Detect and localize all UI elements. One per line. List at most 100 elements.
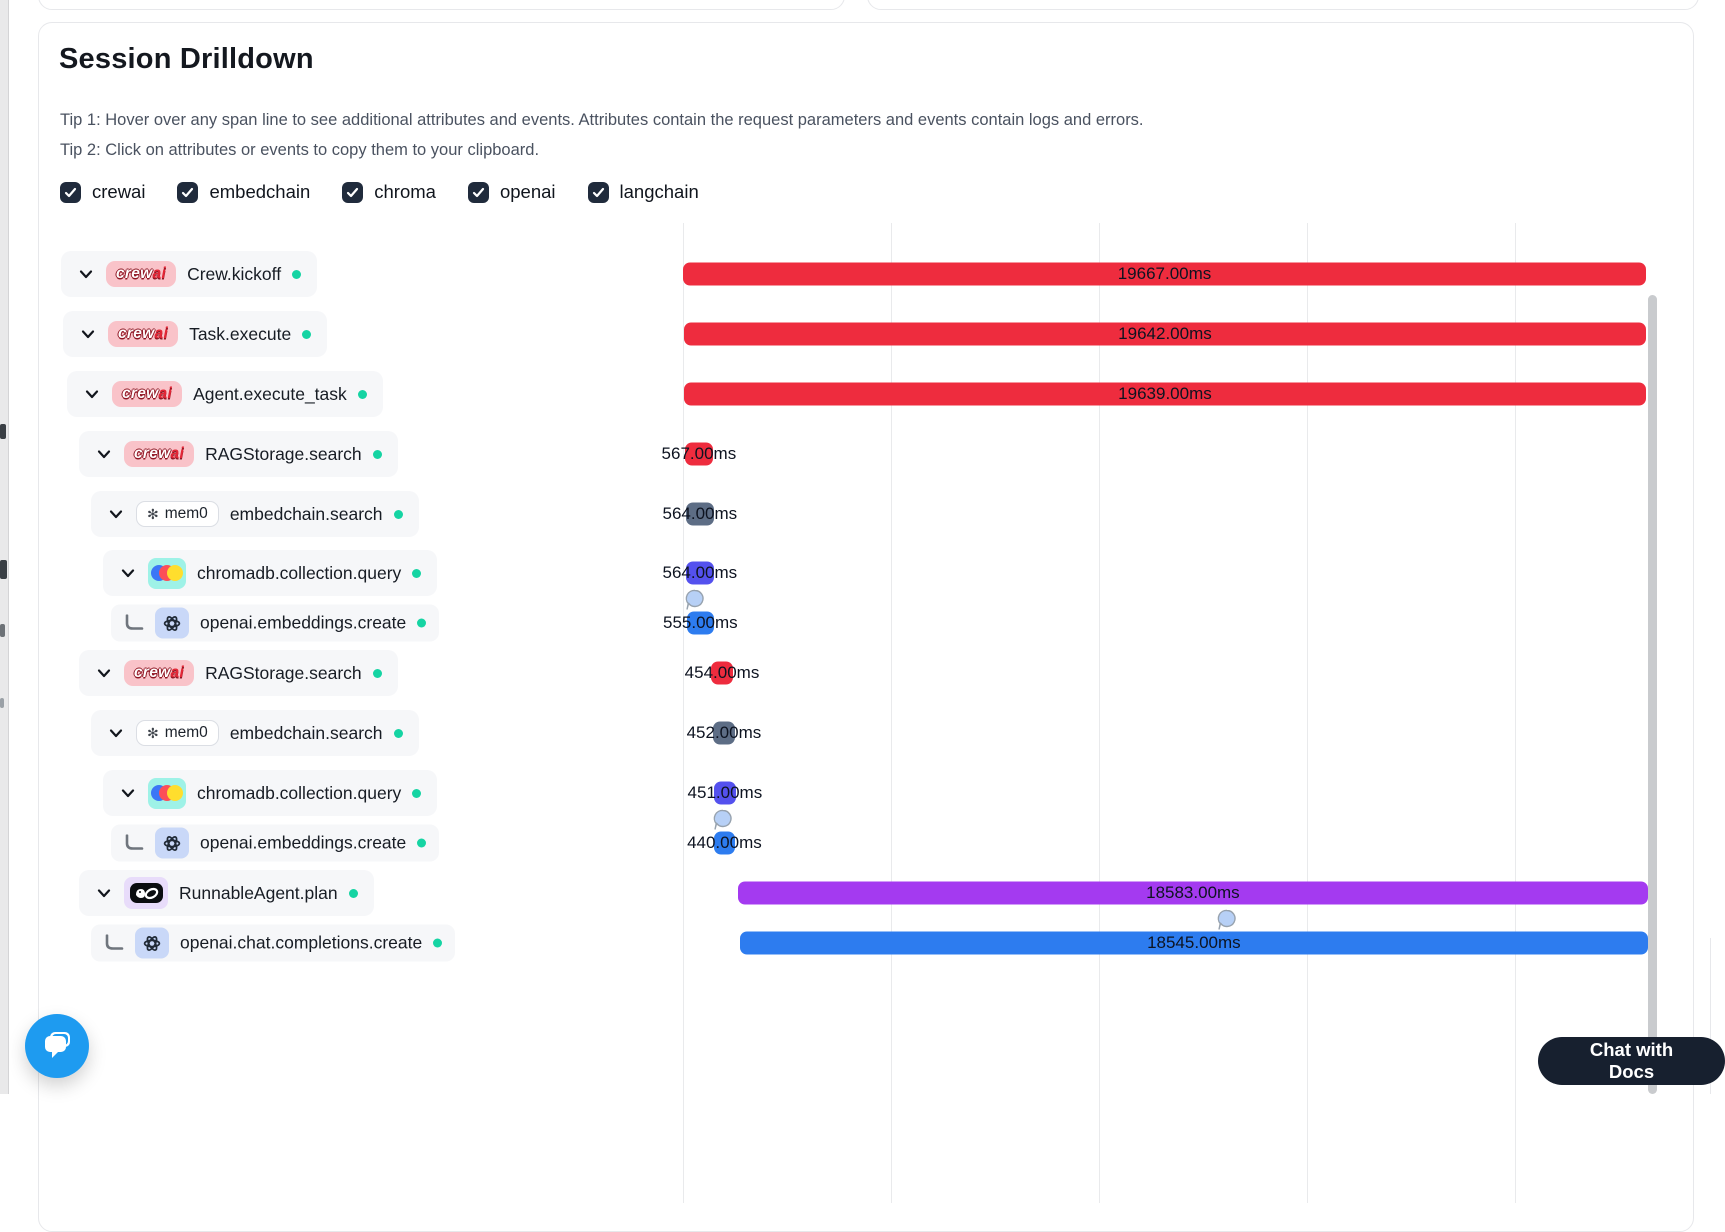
span-row: crew ai RAGStorage.search 567.00ms: [39, 424, 1693, 484]
filter-label: openai: [499, 181, 556, 202]
span-duration-bar[interactable]: [683, 322, 1646, 346]
span-lane: 19667.00ms: [683, 244, 1646, 304]
tip-2-text: Tip 2: Click on attributes or events to …: [60, 141, 540, 159]
checkbox-icon[interactable]: [60, 181, 81, 203]
span-chip[interactable]: ✻ mem0 embedchain.search: [91, 710, 419, 756]
status-dot: [393, 728, 403, 738]
span-duration-bar[interactable]: [737, 881, 1648, 905]
openai-logo-badge: [155, 827, 189, 859]
chevron-down-icon[interactable]: [119, 784, 137, 802]
span-duration-bar[interactable]: [686, 611, 714, 635]
span-lane: 18583.00ms: [683, 864, 1648, 922]
span-duration-bar[interactable]: [713, 781, 736, 805]
crewai-logo-badge: crew ai: [106, 261, 177, 287]
openai-logo-badge: [155, 607, 189, 639]
span-duration-bar[interactable]: [685, 561, 714, 585]
vendor-filter-bar: crewai embedchain chroma openai langchain: [60, 181, 699, 203]
chevron-down-icon[interactable]: [95, 664, 113, 682]
span-chip[interactable]: crew ai Task.execute: [63, 311, 328, 357]
span-chip[interactable]: chromadb.collection.query: [103, 770, 438, 816]
elbow-connector-icon: [104, 934, 124, 952]
span-row: crew ai RAGStorage.search 454.00ms: [39, 644, 1693, 702]
span-chip[interactable]: openai.chat.completions.create: [91, 924, 456, 962]
span-lane: 452.00ms: [683, 702, 1646, 764]
elbow-connector-icon: [124, 614, 144, 632]
crewai-logo-badge: crew ai: [108, 321, 179, 347]
span-duration-bar[interactable]: [712, 721, 735, 745]
span-duration-bar[interactable]: [683, 262, 1646, 286]
span-row: openai.chat.completions.create 18545.00m…: [39, 909, 1693, 964]
chevron-down-icon[interactable]: [119, 564, 137, 582]
status-dot: [433, 938, 443, 948]
chat-widget-button[interactable]: [25, 1014, 89, 1078]
filter-chroma[interactable]: chroma: [342, 181, 436, 203]
chevron-down-icon[interactable]: [83, 385, 101, 403]
span-duration-bar[interactable]: [683, 382, 1646, 406]
span-lane: 564.00ms: [663, 484, 1646, 544]
elbow-connector-icon: [124, 834, 144, 852]
span-lane: 19639.00ms: [683, 364, 1646, 424]
right-panel-edge: [1710, 938, 1711, 1094]
page-edge-artifact: [0, 624, 5, 637]
span-row: openai.embeddings.create 440.00ms: [39, 809, 1693, 864]
span-chip[interactable]: openai.embeddings.create: [111, 824, 440, 862]
span-lane: 555.00ms: [663, 589, 1646, 644]
span-chip[interactable]: crew ai Crew.kickoff: [61, 251, 318, 297]
span-lane: 19642.00ms: [683, 304, 1646, 364]
chevron-down-icon[interactable]: [95, 884, 113, 902]
span-row: openai.embeddings.create 555.00ms: [39, 589, 1693, 644]
span-row: crew ai Task.execute 19642.00ms: [39, 304, 1693, 364]
span-chip[interactable]: crew ai RAGStorage.search: [79, 431, 398, 477]
span-name: openai.chat.completions.create: [180, 932, 423, 953]
checkbox-icon[interactable]: [177, 181, 199, 203]
filter-embedchain[interactable]: embedchain: [177, 181, 310, 203]
span-lane: 564.00ms: [663, 544, 1646, 602]
chevron-down-icon[interactable]: [107, 724, 125, 742]
filter-openai[interactable]: openai: [467, 181, 556, 203]
filter-label: chroma: [374, 181, 436, 202]
chevron-down-icon[interactable]: [79, 325, 97, 343]
span-name: RunnableAgent.plan: [179, 882, 338, 903]
span-rows: crew ai Crew.kickoff 19667.00ms crew ai Ta…: [39, 244, 1693, 964]
span-duration-bar[interactable]: [713, 831, 735, 855]
openai-logo-badge: [135, 927, 169, 959]
filter-label: embedchain: [209, 181, 311, 202]
span-duration-bar[interactable]: [684, 442, 713, 466]
langchain-logo-badge: [124, 877, 168, 909]
chat-bubbles-icon: [40, 1027, 74, 1066]
span-chip[interactable]: RunnableAgent.plan: [79, 870, 374, 916]
checkbox-icon[interactable]: [342, 181, 364, 203]
filter-langchain[interactable]: langchain: [587, 181, 699, 203]
filter-crewai[interactable]: crewai: [60, 181, 145, 203]
span-name: Agent.execute_task: [193, 383, 347, 404]
crewai-logo-badge: crew ai: [112, 381, 183, 407]
span-duration-bar[interactable]: [739, 931, 1648, 955]
span-row: ✻ mem0 embedchain.search 564.00ms: [39, 484, 1693, 544]
span-row: crew ai Agent.execute_task 19639.00ms: [39, 364, 1693, 424]
checkbox-icon[interactable]: [467, 181, 489, 203]
chevron-down-icon[interactable]: [77, 265, 95, 283]
span-chip[interactable]: openai.embeddings.create: [111, 604, 440, 642]
span-name: RAGStorage.search: [205, 662, 362, 683]
span-chip[interactable]: ✻ mem0 embedchain.search: [91, 491, 419, 537]
span-name: RAGStorage.search: [205, 443, 362, 464]
span-duration-bar[interactable]: [685, 502, 714, 526]
mem0-logo-badge: ✻ mem0: [136, 720, 219, 746]
gear-icon: ✻: [147, 724, 159, 741]
crewai-logo-badge: crew ai: [124, 660, 195, 686]
span-chip[interactable]: crew ai Agent.execute_task: [67, 371, 383, 417]
status-dot: [348, 888, 358, 898]
span-chip[interactable]: chromadb.collection.query: [103, 550, 438, 596]
vertical-scrollbar[interactable]: [1648, 295, 1657, 1094]
chevron-down-icon[interactable]: [95, 445, 113, 463]
span-duration-bar[interactable]: [710, 661, 734, 685]
span-lane: 451.00ms: [683, 764, 1646, 822]
chat-with-docs-button[interactable]: Chat with Docs: [1538, 1037, 1725, 1085]
span-name: embedchain.search: [229, 503, 383, 524]
page-edge-artifact: [0, 424, 6, 439]
checkbox-icon[interactable]: [587, 181, 609, 203]
chevron-down-icon[interactable]: [107, 505, 125, 523]
page-edge-strip: [0, 0, 9, 1094]
span-row: ✻ mem0 embedchain.search 452.00ms: [39, 702, 1693, 764]
span-chip[interactable]: crew ai RAGStorage.search: [79, 650, 398, 696]
